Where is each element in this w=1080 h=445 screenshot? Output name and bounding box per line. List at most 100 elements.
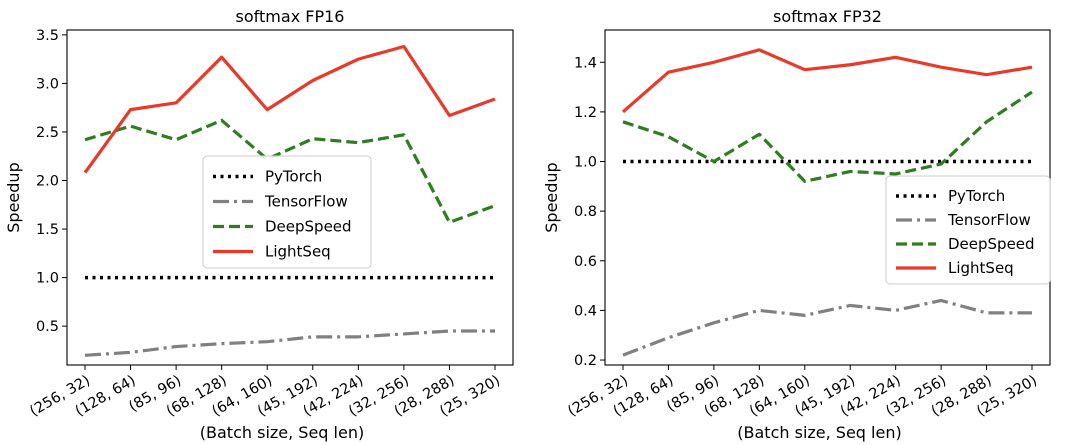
data-point	[311, 79, 314, 82]
data-point	[803, 160, 806, 163]
legend-box	[202, 155, 372, 269]
data-point	[1030, 66, 1033, 69]
data-point	[129, 351, 132, 354]
data-point	[83, 276, 86, 279]
series-pytorch	[623, 159, 1033, 164]
data-point	[220, 276, 223, 279]
data-point	[311, 137, 314, 140]
series-deepspeed	[83, 118, 496, 224]
data-point	[894, 56, 897, 59]
y-tick-label: 2.0	[36, 174, 59, 190]
data-point	[894, 309, 897, 312]
series-deepspeed	[622, 90, 1033, 183]
data-point	[357, 335, 360, 338]
data-point	[83, 138, 86, 141]
data-point	[894, 172, 897, 175]
series-line-deepspeed	[84, 118, 496, 224]
data-point	[1030, 90, 1033, 93]
data-point	[712, 61, 715, 64]
series-tensorflow	[83, 329, 495, 357]
data-point	[175, 345, 178, 348]
legend-label-deepspeed: DeepSpeed	[948, 235, 1035, 253]
data-point	[220, 342, 223, 345]
data-point	[266, 276, 269, 279]
data-point	[175, 276, 178, 279]
data-point	[129, 276, 132, 279]
data-point	[803, 314, 806, 317]
data-point	[667, 71, 670, 74]
plot-area-frame	[66, 29, 514, 366]
y-tick-label: 1.5	[36, 222, 59, 238]
legend: PyTorch TensorFlow DeepSpeed LightSeq	[202, 155, 372, 269]
data-point	[621, 110, 624, 113]
data-point	[712, 321, 715, 324]
data-point	[448, 114, 451, 117]
data-point	[758, 133, 761, 136]
data-point	[402, 276, 405, 279]
y-tick-label: 1.2	[574, 105, 597, 121]
data-point	[985, 160, 988, 163]
y-tick-label: 0.2	[574, 353, 597, 369]
data-point	[357, 141, 360, 144]
legend-label-deepspeed: DeepSpeed	[265, 218, 352, 236]
data-point	[894, 160, 897, 163]
data-point	[175, 101, 178, 104]
data-point	[849, 160, 852, 163]
data-point	[129, 125, 132, 128]
chart-title: softmax FP16	[236, 7, 345, 26]
data-point	[402, 45, 405, 48]
data-point	[493, 276, 496, 279]
series-line-lightseq	[83, 44, 496, 174]
y-tick-label: 1.4	[574, 55, 597, 71]
data-point	[129, 108, 132, 111]
data-point	[1030, 311, 1033, 314]
y-tick-label: 1.0	[574, 155, 597, 171]
y-tick-label: 0.5	[36, 319, 59, 335]
legend-label-lightseq: LightSeq	[265, 243, 331, 261]
y-tick-label: 3.5	[36, 28, 59, 44]
data-point	[712, 160, 715, 163]
y-tick-label: 0.4	[574, 303, 597, 319]
data-point	[1030, 160, 1033, 163]
data-point	[849, 63, 852, 66]
data-point	[220, 119, 223, 122]
x-axis-label: (Batch size, Seq len)	[200, 423, 364, 442]
x-axis-label: (Batch size, Seq len)	[737, 423, 901, 442]
legend-label-pytorch: PyTorch	[948, 187, 1005, 205]
series-line-deepspeed	[622, 90, 1033, 183]
data-point	[311, 335, 314, 338]
data-point	[448, 276, 451, 279]
y-tick-label: 0.8	[574, 204, 597, 220]
legend: PyTorch TensorFlow DeepSpeed LightSeq	[885, 175, 1051, 285]
data-point	[357, 276, 360, 279]
data-point	[940, 66, 943, 69]
y-tick-label: 2.5	[36, 125, 59, 141]
data-point	[667, 160, 670, 163]
legend-box	[885, 175, 1051, 285]
legend-label-lightseq: LightSeq	[948, 259, 1014, 277]
data-point	[803, 180, 806, 183]
series-tensorflow	[621, 298, 1033, 357]
data-point	[758, 48, 761, 51]
series-line-tensorflow	[84, 329, 495, 357]
data-point	[220, 56, 223, 59]
data-point	[83, 354, 86, 357]
data-point	[985, 311, 988, 314]
data-point	[357, 58, 360, 61]
series-pytorch	[83, 275, 496, 280]
legend-label-tensorflow: TensorFlow	[947, 211, 1031, 229]
data-point	[803, 68, 806, 71]
legend-label-pytorch: PyTorch	[265, 168, 322, 186]
data-point	[621, 353, 624, 356]
data-point	[667, 336, 670, 339]
data-point	[493, 204, 496, 207]
data-point	[493, 97, 496, 100]
data-point	[448, 329, 451, 332]
series-lightseq	[83, 44, 496, 174]
series-line-lightseq	[621, 48, 1033, 114]
data-point	[402, 332, 405, 335]
data-point	[758, 309, 761, 312]
data-point	[849, 304, 852, 307]
